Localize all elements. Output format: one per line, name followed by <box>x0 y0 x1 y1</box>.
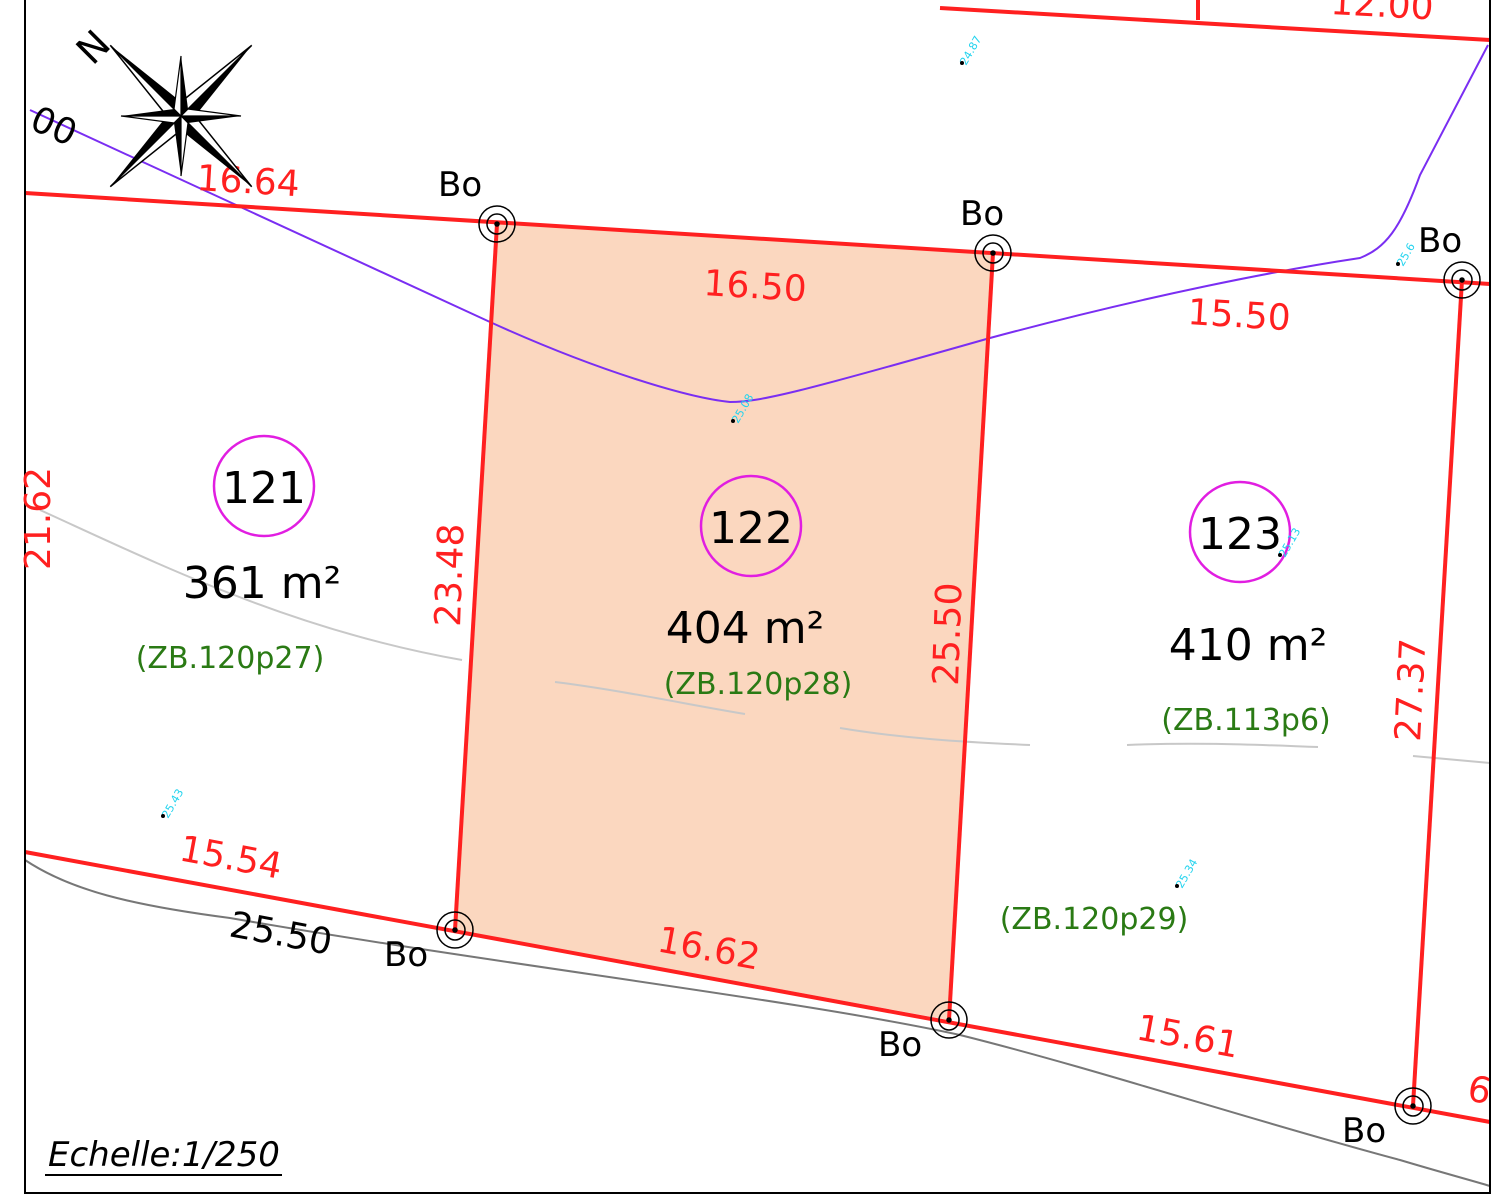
contour-lines <box>39 509 1491 764</box>
map-frame <box>24 0 1491 1194</box>
boundary-markers[interactable] <box>436 205 1481 1125</box>
marker-bo[interactable] <box>1443 261 1481 299</box>
marker-label: Bo <box>384 935 428 975</box>
marker-bo[interactable] <box>436 911 474 949</box>
marker-bo[interactable] <box>930 1001 968 1039</box>
cadastral-reference: (ZB.120p27) <box>136 641 325 676</box>
north-label: N <box>68 22 119 73</box>
cadastral-reference: (ZB.120p28) <box>664 667 853 702</box>
cadastral-reference: (ZB.120p29) <box>1000 902 1189 937</box>
dimension-road-width: 25.50 <box>226 905 335 964</box>
road-edge-line <box>24 859 1491 1187</box>
dimension-side-123-right: 27.37 <box>1388 637 1434 742</box>
lot-number: 123 <box>1198 509 1282 560</box>
marker-label: Bo <box>438 165 482 205</box>
dimension-top-123: 15.50 <box>1186 292 1291 339</box>
dimension-left-121: 00 <box>24 99 83 155</box>
cadastral-reference: (ZB.113p6) <box>1161 703 1330 738</box>
dimension-left-partial: 21.62 <box>18 467 59 570</box>
marker-label: Bo <box>878 1025 922 1065</box>
lot-area: 410 m² <box>1169 620 1327 671</box>
lot-area: 404 m² <box>666 603 824 654</box>
marker-bo[interactable] <box>1394 1087 1432 1125</box>
lot-122-circle[interactable] <box>699 474 803 578</box>
dimension-top-122: 16.50 <box>702 263 807 310</box>
lot-121-circle[interactable] <box>212 434 316 538</box>
marker-label: Bo <box>960 194 1004 234</box>
dimension-side-122-left: 23.48 <box>428 523 473 627</box>
lot-area: 361 m² <box>183 558 341 609</box>
compass-rose-icon <box>109 44 253 188</box>
marker-label: Bo <box>1418 221 1462 261</box>
lot-number: 121 <box>222 463 306 514</box>
parcel-boundaries <box>24 0 1491 1124</box>
marker-label: Bo <box>1342 1111 1386 1151</box>
marker-bo[interactable] <box>478 205 516 243</box>
scale-label: Echelle:1/250 <box>48 1135 280 1175</box>
dimension-side-122-right: 25.50 <box>926 582 971 686</box>
lot-number: 122 <box>709 503 793 554</box>
lot-122-fill[interactable] <box>455 224 993 1020</box>
dimension-top-far: 12.00 <box>1330 0 1435 28</box>
dimension-bottom-121: 15.54 <box>176 829 285 888</box>
lot-123-circle[interactable] <box>1188 480 1292 584</box>
marker-bo[interactable] <box>974 234 1012 272</box>
